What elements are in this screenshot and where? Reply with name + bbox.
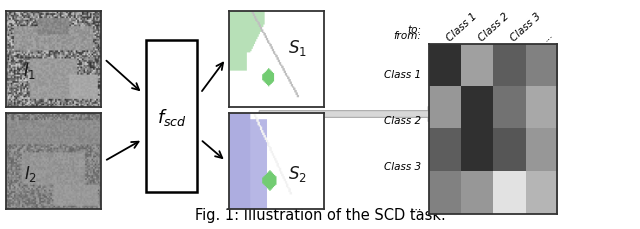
Text: $\boldsymbol{I_2}$: $\boldsymbol{I_2}$ [24, 163, 36, 183]
Text: Fig. 1: Illustration of the SCD task.: Fig. 1: Illustration of the SCD task. [195, 207, 445, 222]
Text: $\boldsymbol{S_1}$: $\boldsymbol{S_1}$ [288, 38, 307, 58]
Text: to:: to: [407, 25, 421, 35]
Text: Class 1: Class 1 [384, 70, 421, 80]
Bar [146, 41, 197, 192]
Text: $\boldsymbol{S_2}$: $\boldsymbol{S_2}$ [288, 163, 307, 183]
Polygon shape [259, 107, 464, 122]
Text: from:: from: [393, 30, 421, 41]
Text: Class 2: Class 2 [477, 11, 511, 44]
Text: Class 3: Class 3 [509, 11, 543, 44]
Text: $\boldsymbol{I_1}$: $\boldsymbol{I_1}$ [24, 61, 36, 81]
Text: Change Class Analysis: Change Class Analysis [428, 228, 558, 229]
Text: Class 2: Class 2 [384, 116, 421, 126]
Text: ⋯: ⋯ [411, 204, 421, 214]
Text: Class 1: Class 1 [445, 11, 479, 44]
Text: Class 3: Class 3 [384, 162, 421, 172]
Text: ...: ... [541, 30, 555, 44]
Text: $f_{scd}$: $f_{scd}$ [157, 106, 186, 127]
